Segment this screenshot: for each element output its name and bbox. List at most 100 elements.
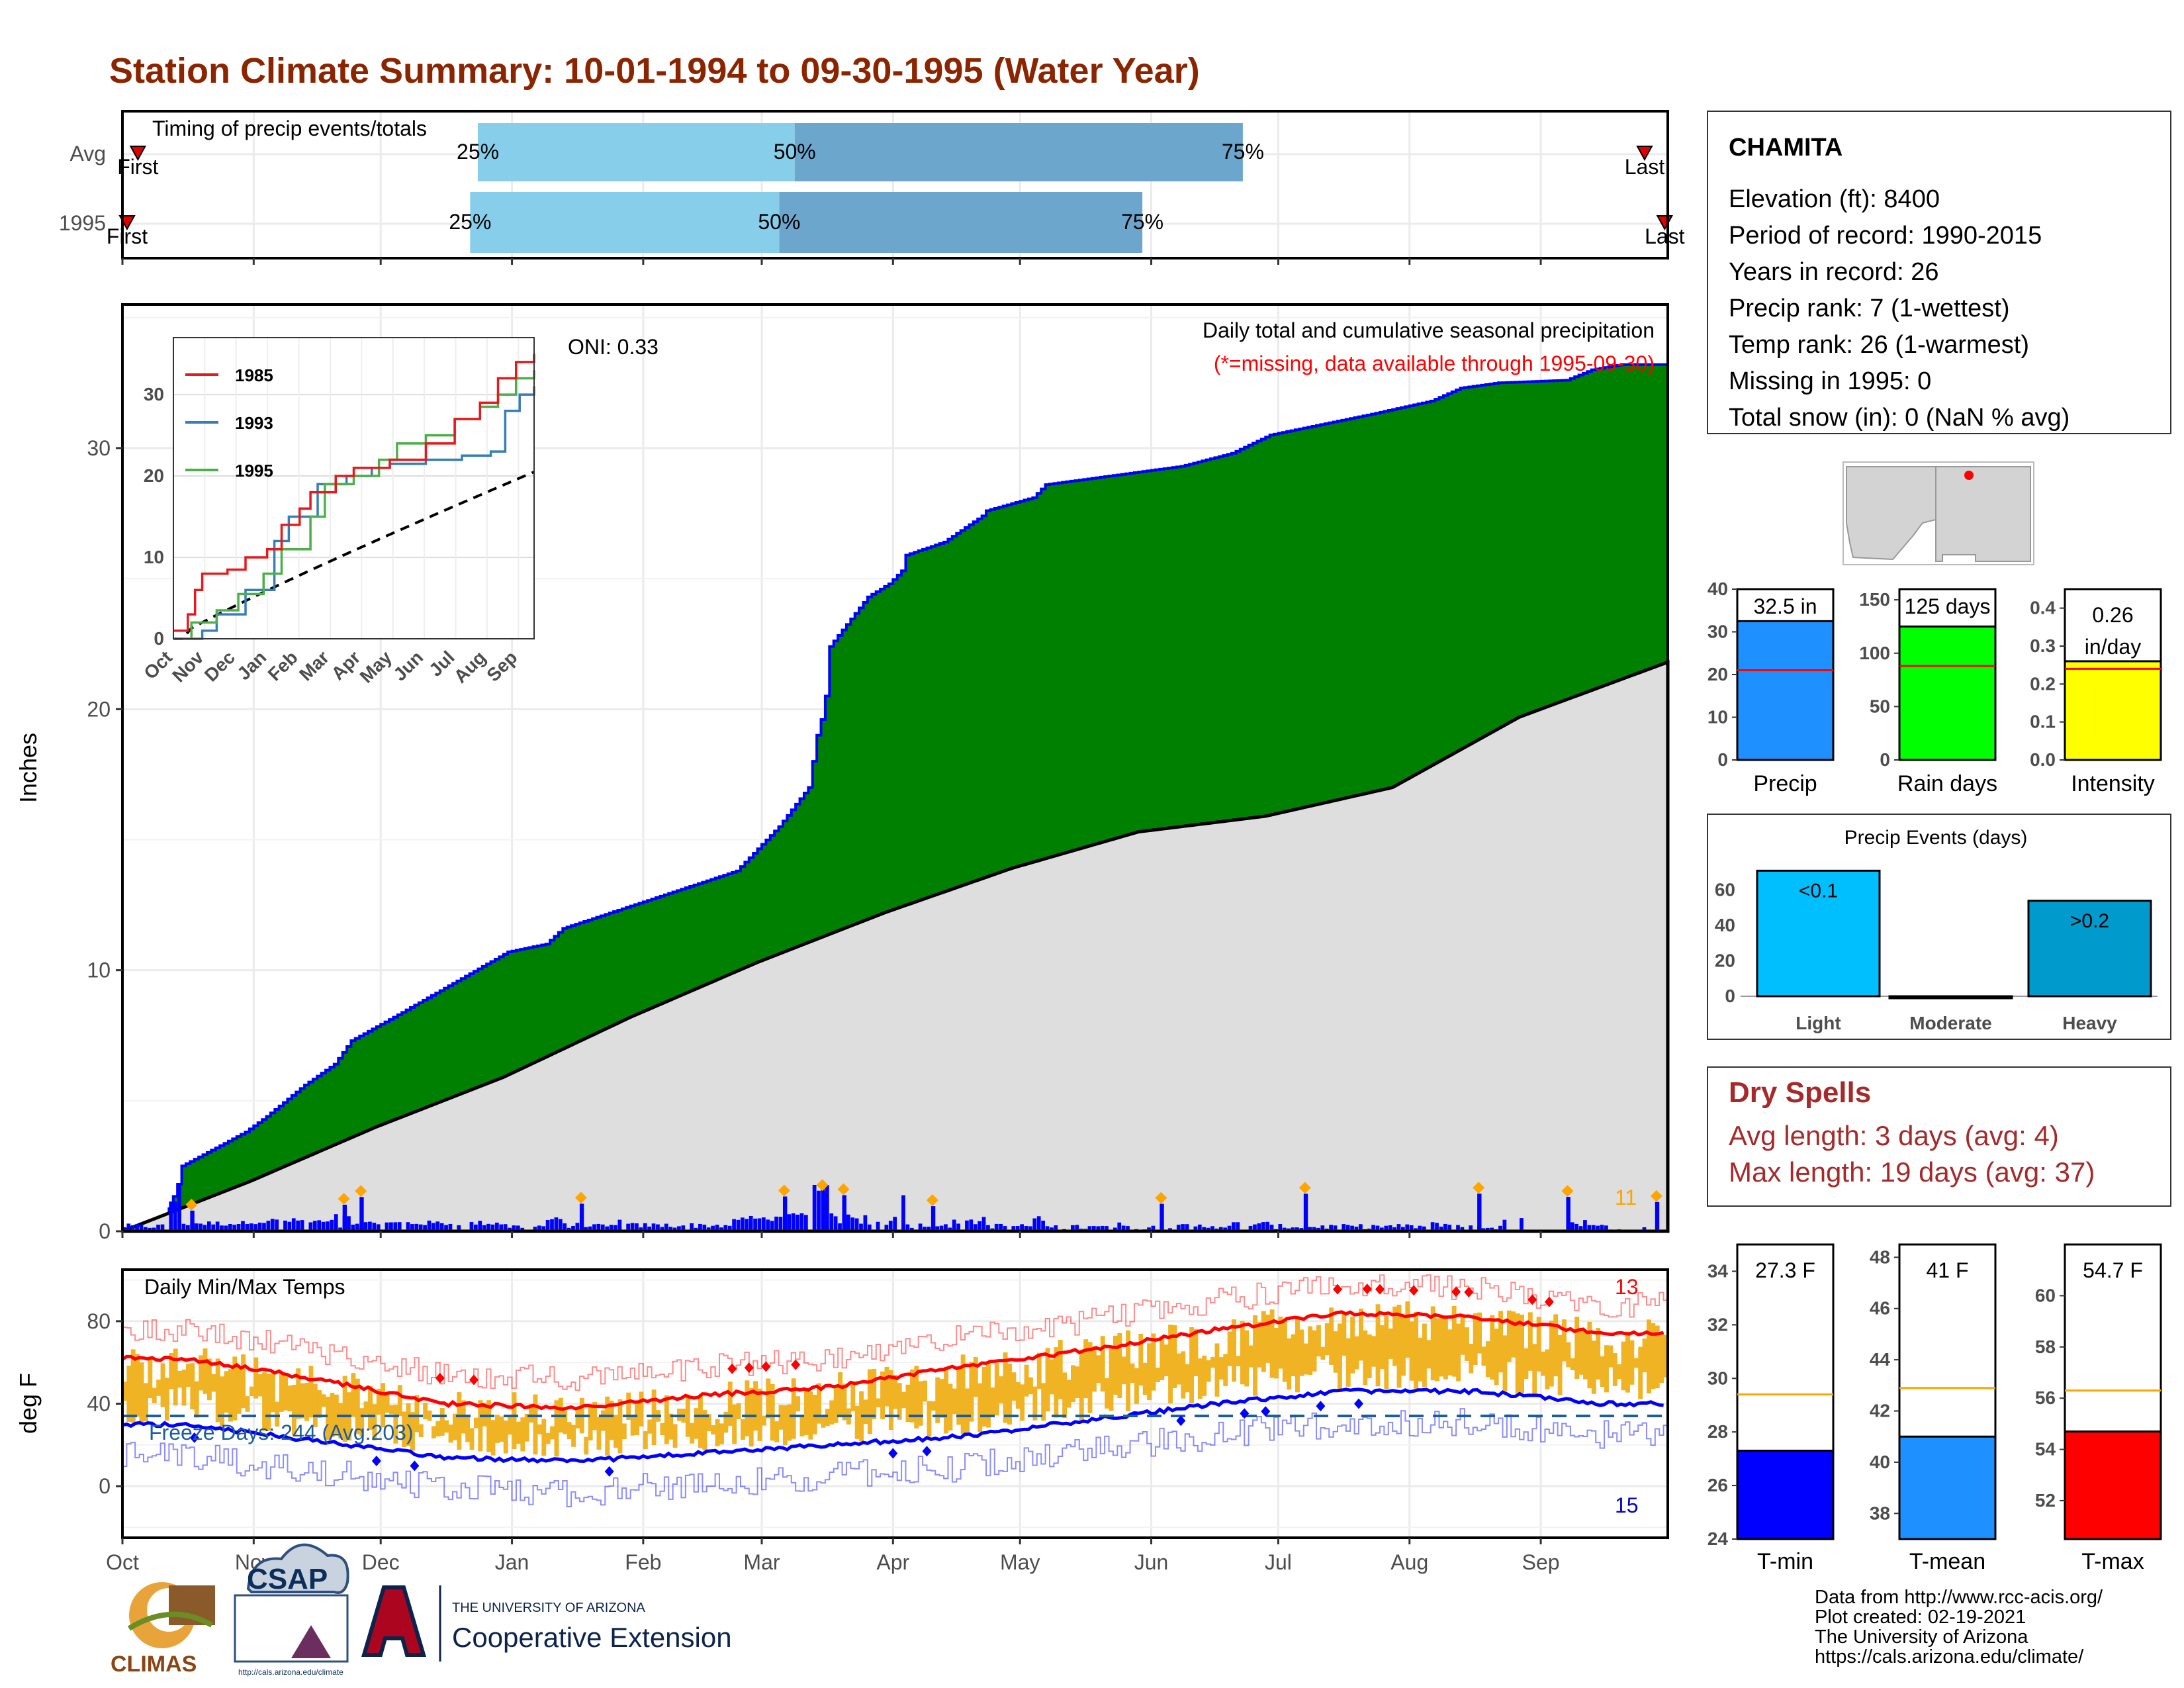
daily-precip-bar bbox=[1113, 1227, 1117, 1231]
daily-temp-bar bbox=[143, 1383, 148, 1422]
timing-q75-label: 75% bbox=[1121, 210, 1163, 234]
daily-precip-bar bbox=[1028, 1226, 1032, 1231]
record-low-marker bbox=[371, 1456, 381, 1467]
daily-precip-bar bbox=[486, 1223, 490, 1231]
daily-temp-bar bbox=[893, 1374, 898, 1409]
daily-precip-bar bbox=[1460, 1227, 1465, 1231]
daily-temp-bar bbox=[185, 1364, 191, 1387]
daily-temp-bar bbox=[245, 1396, 250, 1412]
daily-precip-bar bbox=[1359, 1224, 1363, 1231]
daily-precip-bar bbox=[1570, 1222, 1574, 1231]
daily-temp-bar bbox=[215, 1358, 220, 1423]
csap-logo-text: CSAP bbox=[247, 1563, 328, 1595]
temp-bar-tick: 26 bbox=[1707, 1475, 1728, 1495]
record-high-marker bbox=[791, 1359, 801, 1370]
daily-temp-bar bbox=[1642, 1338, 1647, 1373]
daily-precip-bar bbox=[609, 1225, 614, 1231]
record-low-marker bbox=[1354, 1398, 1363, 1409]
daily-temp-bar bbox=[1409, 1321, 1414, 1381]
daily-precip-bar bbox=[656, 1224, 660, 1231]
daily-precip-bar bbox=[1604, 1225, 1608, 1231]
temp-bar-tick: 42 bbox=[1870, 1401, 1890, 1421]
daily-precip-bar bbox=[888, 1221, 893, 1231]
precip-event-value-label: >0.2 bbox=[2070, 910, 2109, 932]
station-line-precip-rank: Precip rank: 7 (1-wettest) bbox=[1729, 295, 2009, 322]
daily-precip-bar bbox=[228, 1224, 232, 1231]
daily-precip-bar bbox=[838, 1223, 842, 1231]
daily-temp-bar bbox=[275, 1401, 280, 1427]
daily-temp-bar bbox=[1617, 1364, 1622, 1380]
summary-bar-tick: 10 bbox=[1707, 707, 1728, 727]
daily-precip-bar bbox=[1583, 1220, 1587, 1231]
daily-temp-bar bbox=[220, 1376, 225, 1427]
record-low-marker bbox=[1316, 1401, 1326, 1412]
daily-precip-bar bbox=[1439, 1227, 1443, 1231]
daily-temp-bar bbox=[1481, 1346, 1486, 1366]
daily-precip-bar bbox=[1168, 1228, 1172, 1231]
timing-label: Timing of precip events/totals bbox=[152, 117, 427, 140]
daily-temp-bar bbox=[550, 1426, 555, 1440]
daily-temp-bar bbox=[529, 1403, 534, 1423]
daily-temp-bar bbox=[584, 1436, 589, 1455]
daily-precip-bar bbox=[1024, 1226, 1028, 1231]
daily-temp-bar bbox=[567, 1422, 572, 1440]
daily-temp-bar bbox=[939, 1379, 944, 1418]
daily-temp-bar bbox=[321, 1394, 326, 1407]
daily-temp-bar bbox=[1308, 1326, 1313, 1376]
daily-temp-bar bbox=[1350, 1316, 1355, 1374]
summary-bar-tick: 20 bbox=[1707, 664, 1728, 684]
daily-temp-bar bbox=[266, 1373, 271, 1431]
daily-temp-bar bbox=[872, 1368, 877, 1419]
location-map bbox=[1843, 461, 2034, 565]
daily-temp-bar bbox=[901, 1391, 906, 1409]
temp-bar-name: T-min bbox=[1757, 1549, 1813, 1574]
daily-precip-bar bbox=[1354, 1227, 1359, 1231]
daily-temp-bar bbox=[664, 1395, 669, 1444]
daily-precip-bar bbox=[326, 1221, 330, 1231]
daily-temp-bar bbox=[571, 1425, 576, 1447]
daily-temp-bar bbox=[359, 1408, 365, 1437]
summary-bar-value bbox=[1898, 625, 1997, 761]
daily-temp-bar bbox=[257, 1374, 263, 1397]
daily-precip-bar bbox=[270, 1219, 275, 1231]
timing-panel: Timing of precip events/totals 25% 50% 75%… bbox=[59, 110, 1685, 259]
daily-precip-bar bbox=[723, 1225, 728, 1231]
temp-bar-value bbox=[1898, 1435, 1997, 1540]
daily-precip-bar bbox=[1202, 1227, 1206, 1231]
station-line-snow: Total snow (in): 0 (NaN % avg) bbox=[1729, 404, 2070, 432]
temp-bar-tick: 24 bbox=[1707, 1528, 1729, 1549]
daily-precip-bar bbox=[1485, 1227, 1490, 1231]
heavy-event-marker bbox=[926, 1194, 938, 1207]
daily-temp-bar bbox=[990, 1387, 995, 1416]
temp-panel: Daily Min/Max Temps Freeze Days: 244 (Av… bbox=[15, 258, 1669, 1574]
daily-temp-bar bbox=[1303, 1343, 1308, 1375]
daily-precip-bar bbox=[1121, 1225, 1126, 1231]
daily-temp-bar bbox=[1163, 1344, 1169, 1377]
daily-temp-bar bbox=[1451, 1306, 1457, 1377]
record-max-line bbox=[122, 1274, 1668, 1391]
precip-ylabel: Inches bbox=[15, 733, 42, 803]
daily-precip-bar bbox=[1345, 1225, 1350, 1231]
daily-temp-bar bbox=[1591, 1340, 1596, 1394]
daily-precip-bar bbox=[385, 1222, 389, 1231]
record-min-line bbox=[122, 1408, 1668, 1507]
daily-precip-bar bbox=[126, 1223, 131, 1231]
heavy-event-marker bbox=[338, 1192, 350, 1205]
daily-temp-bar bbox=[1214, 1343, 1220, 1397]
temp-bar-t-max: 52 54 56 58 60 54.7 F T-max bbox=[2035, 1243, 2162, 1574]
daily-temp-bar bbox=[1105, 1378, 1110, 1409]
month-tick: Mar bbox=[743, 1550, 780, 1574]
daily-temp-bar bbox=[402, 1411, 407, 1447]
temp-bar-tick: 30 bbox=[1707, 1368, 1728, 1388]
daily-precip-bar bbox=[148, 1227, 152, 1231]
daily-temp-bar bbox=[838, 1372, 843, 1417]
daily-temp-bar bbox=[1400, 1317, 1406, 1376]
daily-temp-bar bbox=[1003, 1352, 1008, 1423]
temp-ytick: 0 bbox=[99, 1474, 111, 1498]
daily-precip-bar bbox=[651, 1223, 656, 1231]
daily-temp-bar bbox=[287, 1385, 293, 1411]
daily-temp-bar bbox=[148, 1356, 153, 1399]
temp-bar-t-mean: 38 40 42 44 46 48 41 F T-mean bbox=[1870, 1243, 1997, 1574]
first-event-label: First bbox=[117, 155, 158, 179]
daily-precip-bar bbox=[876, 1221, 880, 1231]
